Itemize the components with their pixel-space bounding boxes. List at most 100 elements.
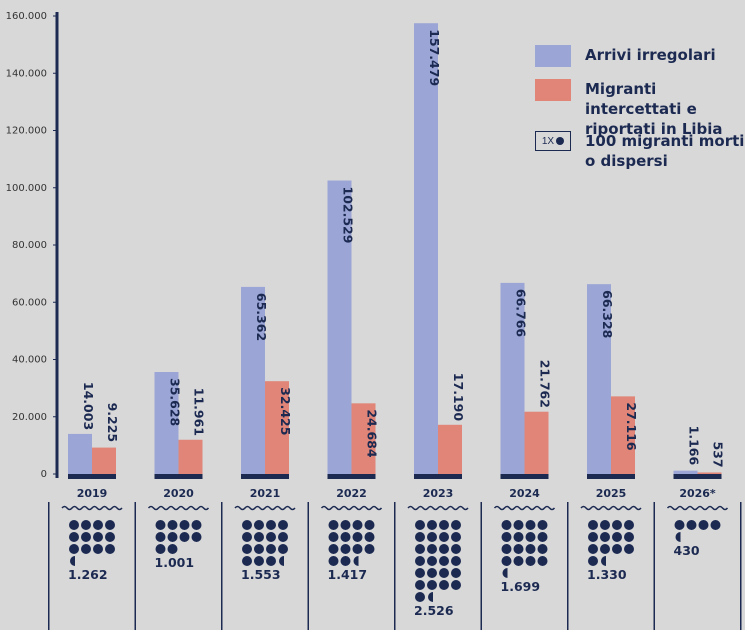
- legend-item-intercepted: Migranti intercettati e riportati in Lib…: [535, 79, 745, 139]
- death-dot: [588, 556, 598, 566]
- data-label-arrivals: 1.166: [687, 426, 702, 466]
- legend-swatch-intercepted: [535, 79, 571, 101]
- death-dot: [612, 544, 622, 554]
- bar-intercepted: [524, 411, 549, 474]
- death-dot: [624, 520, 634, 530]
- death-dot: [588, 520, 598, 530]
- baseline-segment: [327, 474, 376, 479]
- death-dot: [525, 532, 536, 542]
- death-dot: [427, 520, 437, 530]
- death-dot: [600, 520, 610, 530]
- death-dot: [537, 544, 548, 554]
- legend-label-deaths: 100 migranti morti o dispersi: [585, 132, 745, 170]
- death-dot: [698, 520, 709, 530]
- death-dot: [105, 532, 115, 542]
- deaths-label: 1.417: [328, 567, 368, 582]
- bar-arrivals: [500, 282, 525, 474]
- legend-dot-prefix: 1X: [541, 135, 555, 147]
- bar-intercepted: [438, 424, 462, 474]
- death-dot: [278, 544, 288, 554]
- wave-icon: [407, 505, 469, 511]
- x-tick-label: 2025: [596, 487, 627, 500]
- death-dot: [588, 532, 598, 542]
- baseline-segment: [500, 474, 549, 479]
- death-dot: [242, 520, 252, 530]
- death-dot: [686, 520, 697, 530]
- death-dot: [415, 532, 425, 542]
- data-label-intercepted: 24.684: [365, 409, 380, 458]
- death-dot: [69, 544, 79, 554]
- y-tick-label: 40.000: [12, 355, 47, 366]
- deaths-label: 1.001: [155, 555, 195, 570]
- death-dot: [352, 532, 363, 542]
- x-tick-label: 2023: [423, 487, 454, 500]
- death-dot: [537, 532, 548, 542]
- death-dot: [415, 580, 425, 590]
- y-tick-label: 120.000: [6, 126, 47, 137]
- death-dot: [242, 544, 252, 554]
- death-dot: [340, 544, 351, 554]
- death-dot: [710, 520, 721, 530]
- death-dot: [600, 532, 610, 542]
- death-dot: [352, 520, 363, 530]
- death-dot: [69, 532, 79, 542]
- data-label-arrivals: 35.628: [168, 378, 183, 426]
- death-dot: [167, 544, 178, 554]
- y-tick-label: 160.000: [6, 11, 47, 22]
- death-dot: [81, 532, 91, 542]
- deaths-label: 1.699: [501, 579, 541, 594]
- death-dot: [105, 520, 115, 530]
- death-dot: [501, 556, 512, 566]
- death-dot: [93, 532, 103, 542]
- death-dot: [525, 520, 536, 530]
- bar-arrivals: [68, 433, 92, 474]
- data-label-arrivals: 65.362: [254, 293, 269, 341]
- death-dot: [155, 532, 166, 542]
- death-dot: [155, 520, 166, 530]
- death-dot: [254, 520, 264, 530]
- death-dot: [674, 520, 685, 530]
- death-dot: [93, 520, 103, 530]
- x-tick-label: 2026*: [679, 487, 716, 500]
- baseline-segment: [414, 474, 462, 479]
- legend-label-intercepted: Migranti intercettati e riportati in Lib…: [585, 80, 723, 138]
- death-dot: [242, 556, 252, 566]
- death-dot: [242, 532, 252, 542]
- death-dot: [340, 532, 351, 542]
- death-dot: [513, 544, 524, 554]
- data-label-intercepted: 17.190: [451, 373, 466, 422]
- death-dot: [415, 592, 425, 602]
- death-dot: [501, 544, 512, 554]
- deaths-label: 1.553: [241, 567, 281, 582]
- death-dot: [254, 532, 264, 542]
- death-dot: [612, 532, 622, 542]
- wave-icon: [234, 505, 296, 511]
- death-dot: [155, 544, 166, 554]
- death-dot: [439, 580, 449, 590]
- death-dot: [624, 532, 634, 542]
- bar-intercepted: [92, 447, 116, 474]
- x-tick-label: 2021: [250, 487, 281, 500]
- x-tick-label: 2024: [509, 487, 540, 500]
- death-dot: [179, 532, 190, 542]
- data-label-arrivals: 102.529: [341, 187, 356, 244]
- death-dot: [415, 556, 425, 566]
- deaths-label: 1.262: [68, 567, 108, 582]
- bar-intercepted: [611, 396, 635, 474]
- death-dot: [328, 532, 339, 542]
- bar-arrivals: [587, 284, 611, 474]
- data-label-arrivals: 66.766: [514, 289, 529, 338]
- legend-item-deaths: 1X 100 migranti morti o dispersi: [535, 131, 745, 171]
- death-dot: [439, 568, 449, 578]
- death-dot: [537, 520, 548, 530]
- death-dot: [513, 532, 524, 542]
- death-dot: [612, 520, 622, 530]
- death-dot: [501, 532, 512, 542]
- death-dot-partial: [428, 592, 433, 602]
- death-dot: [179, 520, 190, 530]
- data-label-intercepted: 21.762: [538, 360, 553, 408]
- bar-intercepted: [178, 439, 203, 474]
- death-dot: [451, 520, 461, 530]
- y-tick-label: 60.000: [12, 297, 47, 308]
- death-dot: [501, 520, 512, 530]
